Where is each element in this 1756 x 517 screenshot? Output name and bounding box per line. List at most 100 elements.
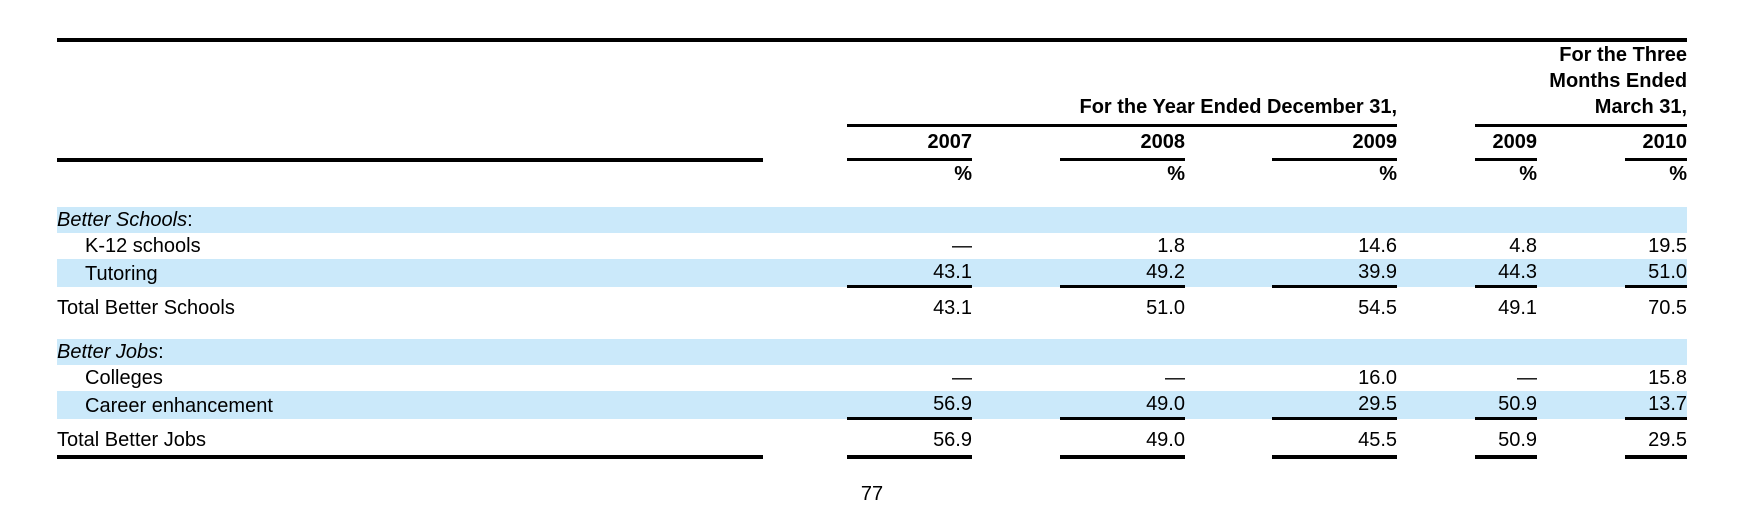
gap-cell	[763, 365, 847, 391]
cell-value: 49.0	[1060, 418, 1185, 459]
gap-cell	[1397, 391, 1476, 419]
cell-value: 51.0	[1146, 297, 1185, 319]
cell-value: 39.9	[1272, 259, 1398, 288]
row-label: Tutoring	[85, 262, 158, 285]
cell-value: 50.9	[1475, 418, 1538, 459]
gap-cell	[763, 259, 847, 287]
spacer-cell	[57, 321, 1687, 339]
gap-cell	[763, 287, 847, 322]
year-columns-row: 2007 2008 2009 2009 2010	[57, 125, 1688, 162]
table-row: Total Better Jobs 56.9 49.0 45.5 50.9 29.5	[57, 418, 1688, 459]
gap-cell	[763, 207, 847, 233]
column-year: 2008	[1060, 125, 1185, 161]
cell-value: 29.5	[1625, 418, 1688, 459]
gap-cell	[1397, 339, 1476, 365]
gap-cell	[972, 126, 1060, 160]
spacer-row	[57, 189, 1687, 207]
table-row: Tutoring 43.1 49.2 39.9 44.3 51.0	[57, 259, 1688, 288]
spacer-row	[57, 321, 1687, 339]
row-label: Colleges	[85, 367, 163, 389]
spacer-cell	[57, 189, 1687, 207]
gap-cell	[972, 160, 1060, 190]
row-label-suffix: :	[158, 341, 164, 363]
cell-value	[1272, 339, 1398, 365]
gap-cell	[1185, 126, 1272, 160]
cell-value: 50.9	[1475, 391, 1538, 420]
cell-value	[847, 207, 972, 233]
gap-cell	[1185, 339, 1272, 365]
gap-cell	[1397, 160, 1475, 190]
row-label-cell: Better Schools:	[57, 207, 763, 233]
gap-cell	[972, 287, 1060, 322]
gap-cell	[1185, 419, 1272, 458]
gap-cell	[972, 259, 1060, 287]
cell-value: 51.0	[1625, 259, 1688, 288]
cell-value	[1475, 339, 1538, 365]
gap-cell	[1397, 259, 1476, 287]
gap-cell	[1397, 233, 1475, 259]
column-year: 2009	[1475, 125, 1538, 161]
cell-value: 29.5	[1272, 391, 1398, 420]
cell-value: 4.8	[1509, 235, 1538, 257]
unit-label: %	[1669, 163, 1688, 185]
gap-cell	[1185, 233, 1272, 259]
cell-value	[1625, 207, 1688, 233]
cell-value: 13.7	[1625, 391, 1688, 420]
cell-value: 70.5	[1648, 297, 1688, 319]
gap-cell	[763, 126, 847, 160]
table-row: Career enhancement 56.9 49.0 29.5 50.9 13.7	[57, 391, 1688, 420]
cell-value: —	[1517, 367, 1538, 389]
gap-cell	[972, 339, 1060, 365]
table-body: Better Schools: K-12 schools —1.8 14.6 4.8 19…	[57, 189, 1688, 459]
row-label-cell: Total Better Schools	[57, 287, 763, 322]
table-row: Colleges — — 16.0 — 15.8	[57, 365, 1687, 391]
unit-label: %	[1519, 163, 1538, 185]
gap-cell	[763, 40, 847, 126]
cell-value	[1060, 207, 1185, 233]
table-row: K-12 schools — 1.8 14.6 4.8 19.5	[57, 233, 1687, 259]
gap-cell	[1537, 391, 1626, 419]
column-year: 2010	[1625, 125, 1688, 161]
stub-cell	[57, 40, 763, 126]
group-header-row: For the Year Ended December 31, For the …	[57, 40, 1688, 127]
row-label: Career enhancement	[85, 394, 273, 417]
cell-value: 49.0	[1060, 391, 1185, 420]
gap-cell	[972, 365, 1060, 391]
page-number: 77	[860, 483, 884, 505]
gap-cell	[972, 207, 1060, 233]
cell-value: —	[1165, 367, 1185, 389]
gap-cell	[1537, 207, 1626, 233]
column-year: 2007	[847, 125, 972, 161]
stub-cell	[57, 160, 763, 190]
gap-cell	[763, 233, 847, 259]
gap-cell	[1537, 160, 1625, 190]
row-label-cell: Total Better Jobs	[57, 418, 763, 459]
cell-value: 56.9	[847, 418, 972, 459]
group-header-quarter: For the Three Months Ended March 31,	[1475, 40, 1688, 127]
row-label-cell: Better Jobs:	[57, 339, 763, 365]
cell-value: 49.2	[1060, 259, 1185, 288]
cell-value: 14.6	[1358, 235, 1398, 257]
row-label: Total Better Jobs	[57, 429, 206, 451]
stub-rule-cell	[57, 125, 763, 162]
unit-row: % % % % %	[57, 160, 1687, 190]
gap-cell	[1397, 126, 1475, 160]
cell-value: 15.8	[1648, 367, 1688, 389]
gap-cell	[1185, 207, 1272, 233]
row-label: Better Jobs	[57, 341, 159, 363]
table-row: Total Better Schools 43.1 51.0 54.5 49.1 70.5	[57, 287, 1687, 322]
cell-value	[1060, 339, 1185, 365]
unit-label: %	[954, 163, 972, 185]
row-label-cell: Career enhancement	[57, 391, 763, 419]
gap-cell	[1397, 207, 1476, 233]
cell-value	[847, 339, 972, 365]
gap-cell	[972, 419, 1060, 458]
gap-cell	[1185, 391, 1272, 419]
gap-cell	[763, 339, 847, 365]
gap-cell	[763, 391, 847, 419]
row-label-suffix: :	[187, 209, 193, 231]
gap-cell	[1537, 259, 1626, 287]
cell-value: 45.5	[1272, 418, 1398, 459]
cell-value: 56.9	[847, 391, 972, 420]
gap-cell	[763, 419, 847, 458]
